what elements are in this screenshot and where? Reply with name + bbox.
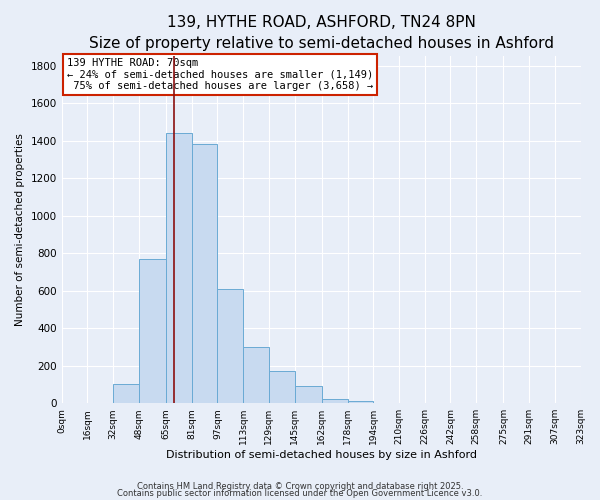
Text: 139 HYTHE ROAD: 70sqm
← 24% of semi-detached houses are smaller (1,149)
 75% of : 139 HYTHE ROAD: 70sqm ← 24% of semi-deta… — [67, 58, 373, 92]
Bar — [88, 402, 113, 403]
Bar — [113, 384, 139, 403]
Bar — [166, 133, 192, 403]
Y-axis label: Number of semi-detached properties: Number of semi-detached properties — [15, 134, 25, 326]
Bar — [62, 402, 88, 403]
Bar — [192, 144, 217, 403]
Title: 139, HYTHE ROAD, ASHFORD, TN24 8PN
Size of property relative to semi-detached ho: 139, HYTHE ROAD, ASHFORD, TN24 8PN Size … — [89, 15, 554, 51]
X-axis label: Distribution of semi-detached houses by size in Ashford: Distribution of semi-detached houses by … — [166, 450, 476, 460]
Bar — [139, 259, 166, 403]
Bar — [347, 402, 373, 403]
Bar — [295, 386, 322, 403]
Bar — [243, 347, 269, 403]
Text: Contains HM Land Registry data © Crown copyright and database right 2025.: Contains HM Land Registry data © Crown c… — [137, 482, 463, 491]
Bar — [269, 372, 295, 403]
Text: Contains public sector information licensed under the Open Government Licence v3: Contains public sector information licen… — [118, 489, 482, 498]
Bar — [322, 398, 347, 403]
Bar — [217, 289, 243, 403]
